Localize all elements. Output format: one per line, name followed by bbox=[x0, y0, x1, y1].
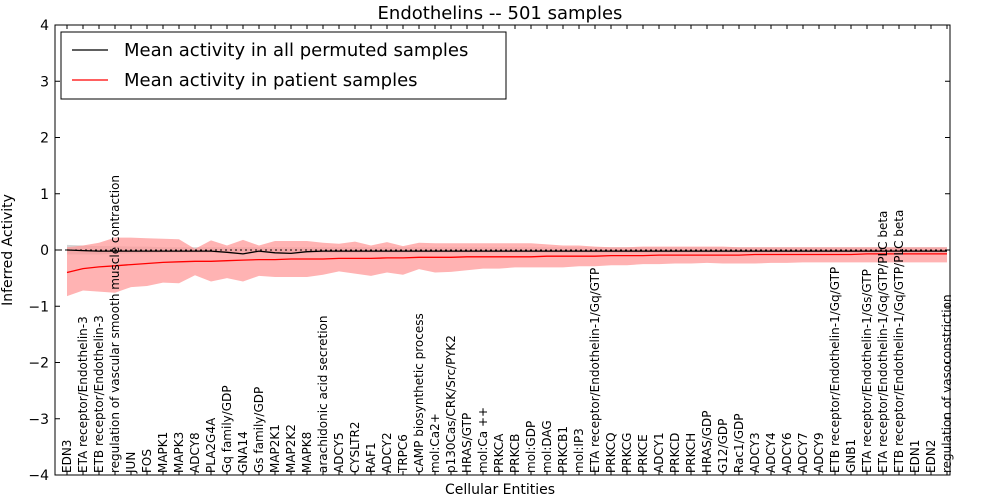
x-tick-label: ADCY1 bbox=[652, 432, 666, 473]
x-tick-label: MAPK1 bbox=[156, 432, 170, 473]
x-tick-label: ETA receptor/Endothelin-1/Gs/GTP bbox=[860, 269, 874, 473]
x-tick-label: ADCY7 bbox=[796, 432, 810, 473]
x-tick-label: ADCY4 bbox=[764, 432, 778, 473]
x-tick-label: p130Cas/CRK/Src/PYK2 bbox=[444, 335, 458, 473]
legend-box bbox=[60, 31, 507, 100]
x-tick-label: ADCY8 bbox=[188, 432, 202, 473]
x-tick-label: RAF1 bbox=[364, 442, 378, 473]
x-tick-label: CYSLTR2 bbox=[348, 422, 362, 473]
series-line-permuted bbox=[66, 249, 947, 255]
x-tick-label: MAP2K1 bbox=[268, 424, 282, 473]
legend: Mean activity in all permuted samples Me… bbox=[60, 31, 507, 100]
y-tick-label: −2 bbox=[28, 356, 49, 372]
y-axis-label: Inferred Activity bbox=[0, 194, 16, 306]
y-tick-label: −1 bbox=[28, 299, 49, 315]
x-tick-label: Gq family/GDP bbox=[220, 385, 234, 473]
x-tick-label: PRKCB1 bbox=[556, 426, 570, 473]
x-tick-label: GNB1 bbox=[844, 439, 858, 473]
x-tick-label: EDN2 bbox=[924, 440, 938, 473]
x-tick-label: PRKCE bbox=[636, 434, 650, 473]
legend-label-permuted: Mean activity in all permuted samples bbox=[124, 40, 468, 61]
chart-title: Endothelins -- 501 samples bbox=[378, 3, 623, 24]
x-tick-label: ADCY6 bbox=[780, 432, 794, 473]
x-tick-label: ETB receptor/Endothelin-1/Gq/GTP/PLC bet… bbox=[892, 210, 906, 473]
y-tick-label: −4 bbox=[28, 468, 49, 484]
x-tick-label: MAPK8 bbox=[300, 432, 314, 473]
x-tick-label: MAP2K2 bbox=[284, 424, 298, 473]
patient-band bbox=[67, 237, 947, 297]
series-line-patient bbox=[66, 253, 947, 274]
x-tick-label: cAMP biosynthetic process bbox=[412, 313, 426, 473]
x-tick-label: HRAS/GDP bbox=[700, 410, 714, 473]
y-tick-label: 4 bbox=[40, 18, 49, 34]
x-tick-label: mol:DAG bbox=[540, 420, 554, 473]
y-tick-label: 2 bbox=[40, 131, 49, 147]
x-tick-label: ETA receptor/Endothelin-1/Gq/GTP bbox=[588, 268, 602, 473]
x-tick-label: ADCY2 bbox=[380, 432, 394, 473]
x-tick-label: TRPC6 bbox=[396, 434, 410, 474]
y-tick-label: 3 bbox=[40, 74, 49, 90]
x-tick-label: EDN1 bbox=[908, 440, 922, 473]
y-tick-label: 1 bbox=[40, 187, 49, 203]
x-tick-label: mol:IP3 bbox=[572, 428, 586, 473]
x-tick-label: Gs family/GDP bbox=[252, 387, 266, 473]
x-tick-label: PRKCQ bbox=[604, 432, 618, 473]
x-tick-label: G12/GDP bbox=[716, 419, 730, 473]
x-tick-label: ADCY3 bbox=[748, 432, 762, 473]
x-tick-label: mol:Ca ++ bbox=[476, 407, 490, 473]
x-tick-label: PRKCG bbox=[620, 433, 634, 473]
x-tick-label: MAPK3 bbox=[172, 432, 186, 473]
x-tick-label: JUN bbox=[124, 452, 138, 474]
x-tick-label: ADCY5 bbox=[332, 432, 346, 473]
x-axis-label: Cellular Entities bbox=[445, 482, 555, 498]
x-tick-label: regulation of vasoconstriction bbox=[940, 294, 954, 473]
x-tick-label: GNA14 bbox=[236, 431, 250, 473]
x-tick-label: PRKCD bbox=[668, 433, 682, 473]
x-tick-label: ETB receptor/Endothelin-1/Gq/GTP bbox=[828, 267, 842, 473]
x-tick-label: PRKCA bbox=[492, 433, 506, 473]
x-tick-label: PRKCB bbox=[508, 434, 522, 473]
x-tick-label: ETA receptor/Endothelin-1/Gq/GTP/PLC bet… bbox=[876, 211, 890, 473]
y-tick-label: −3 bbox=[28, 412, 49, 428]
y-tick-label: 0 bbox=[40, 243, 49, 259]
x-tick-label: HRAS/GTP bbox=[460, 413, 474, 473]
x-tick-label: ETB receptor/Endothelin-3 bbox=[92, 315, 106, 473]
legend-label-patient: Mean activity in patient samples bbox=[124, 70, 418, 91]
x-tick-label: ETA receptor/Endothelin-3 bbox=[76, 316, 90, 473]
x-tick-label: EDN3 bbox=[60, 440, 74, 473]
x-tick-label: PRKCH bbox=[684, 433, 698, 473]
x-tick-label: arachidonic acid secretion bbox=[316, 316, 330, 473]
x-tick-label: Rac1/GDP bbox=[732, 414, 746, 473]
x-tick-label: PLA2G4A bbox=[204, 417, 218, 473]
x-tick-label: mol:GDP bbox=[524, 421, 538, 473]
x-tick-label: FOS bbox=[140, 449, 154, 473]
x-tick-label: regulation of vascular smooth muscle con… bbox=[108, 175, 122, 473]
x-tick-label: ADCY9 bbox=[812, 432, 826, 473]
x-tick-label: mol:Ca2+ bbox=[428, 413, 442, 473]
